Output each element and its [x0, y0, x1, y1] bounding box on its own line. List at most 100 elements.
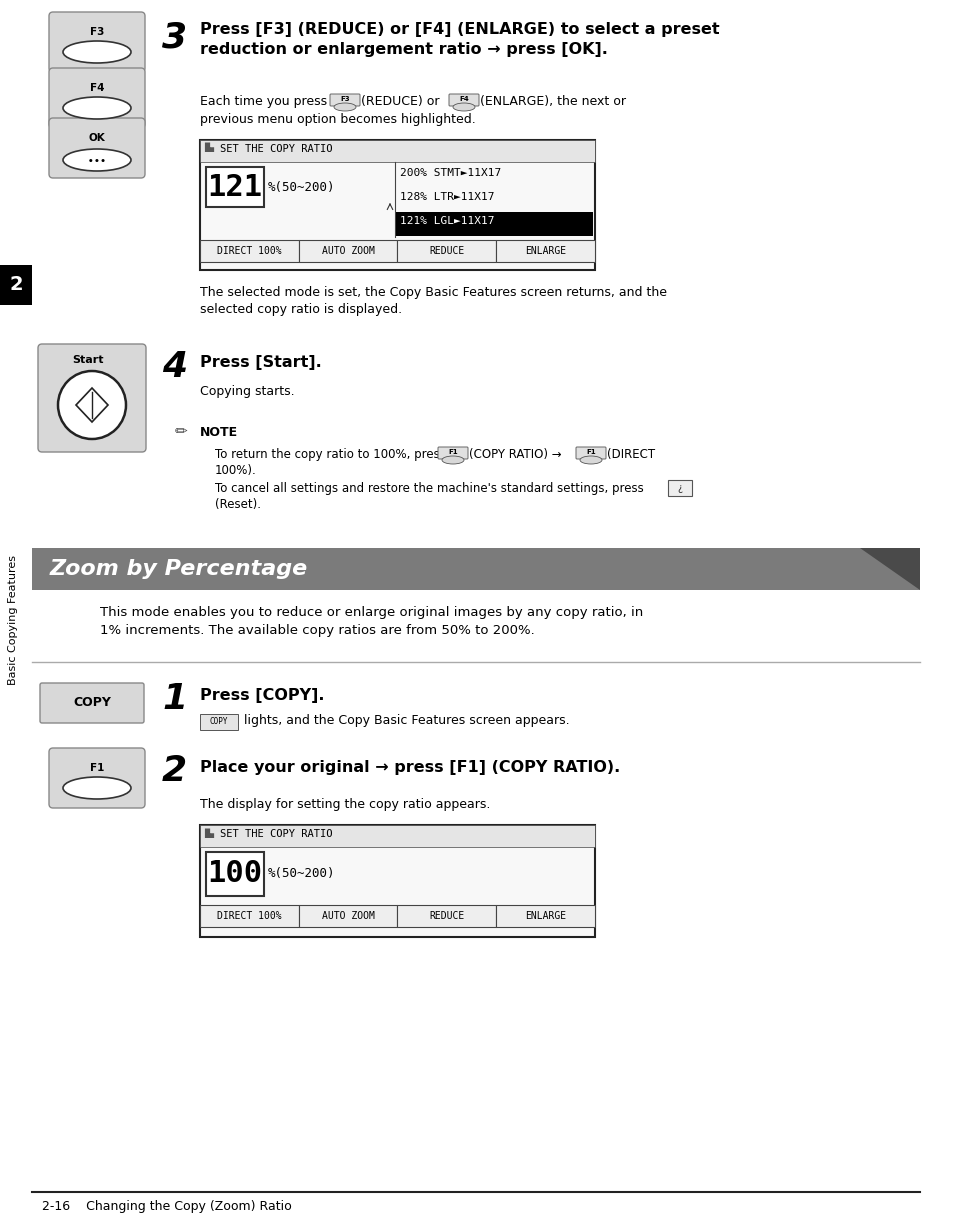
Text: Place your original → press [F1] (COPY RATIO).: Place your original → press [F1] (COPY R… — [200, 760, 619, 775]
Bar — [667, 480, 691, 496]
FancyBboxPatch shape — [49, 748, 145, 809]
Bar — [397, 240, 496, 263]
Text: AUTO ZOOM: AUTO ZOOM — [321, 910, 375, 921]
Bar — [200, 140, 595, 270]
Bar — [397, 906, 496, 928]
Text: F4: F4 — [90, 83, 104, 93]
Text: This mode enables you to reduce or enlarge original images by any copy ratio, in: This mode enables you to reduce or enlar… — [100, 606, 642, 637]
Text: 4: 4 — [162, 350, 187, 384]
Bar — [0, 265, 32, 306]
Text: NOTE: NOTE — [200, 426, 238, 439]
Bar — [395, 212, 593, 236]
FancyBboxPatch shape — [40, 683, 144, 723]
Ellipse shape — [63, 148, 131, 171]
Text: 128% LTR►11X17: 128% LTR►11X17 — [399, 191, 494, 202]
Text: Press [F3] (REDUCE) or [F4] (ENLARGE) to select a preset
reduction or enlargemen: Press [F3] (REDUCE) or [F4] (ENLARGE) to… — [200, 22, 719, 56]
Text: 121% LGL►11X17: 121% LGL►11X17 — [399, 216, 494, 226]
Text: █▄: █▄ — [204, 144, 213, 152]
Text: (COPY RATIO) →: (COPY RATIO) → — [469, 448, 561, 461]
Text: Basic Copying Features: Basic Copying Features — [8, 555, 18, 685]
Ellipse shape — [334, 103, 355, 110]
Text: The display for setting the copy ratio appears.: The display for setting the copy ratio a… — [200, 798, 490, 811]
Text: 121: 121 — [207, 173, 262, 201]
Text: Copying starts.: Copying starts. — [200, 385, 294, 398]
Bar — [200, 140, 595, 162]
Text: COPY: COPY — [73, 697, 111, 709]
FancyBboxPatch shape — [38, 344, 146, 452]
Text: (ENLARGE), the next or: (ENLARGE), the next or — [479, 94, 625, 108]
Text: F1: F1 — [585, 449, 596, 455]
Text: Press [Start].: Press [Start]. — [200, 355, 321, 371]
FancyBboxPatch shape — [576, 447, 605, 459]
Bar — [200, 240, 298, 263]
Text: (REDUCE) or: (REDUCE) or — [360, 94, 439, 108]
Text: DIRECT 100%: DIRECT 100% — [217, 910, 281, 921]
Text: SET THE COPY RATIO: SET THE COPY RATIO — [220, 144, 333, 155]
FancyBboxPatch shape — [49, 67, 145, 128]
Text: AUTO ZOOM: AUTO ZOOM — [321, 245, 375, 256]
FancyBboxPatch shape — [330, 94, 359, 106]
Bar — [298, 240, 397, 263]
Ellipse shape — [441, 456, 463, 464]
Ellipse shape — [453, 103, 475, 110]
FancyBboxPatch shape — [49, 12, 145, 72]
Text: Press [COPY].: Press [COPY]. — [200, 688, 324, 703]
Text: Zoom by Percentage: Zoom by Percentage — [50, 560, 308, 579]
Text: 100%).: 100%). — [214, 464, 256, 477]
Text: █▄: █▄ — [204, 828, 213, 838]
Text: %(50~200): %(50~200) — [268, 867, 335, 881]
Bar — [206, 852, 264, 896]
Text: F4: F4 — [458, 96, 468, 102]
Text: lights, and the Copy Basic Features screen appears.: lights, and the Copy Basic Features scre… — [240, 714, 569, 728]
Text: (DIRECT: (DIRECT — [606, 448, 655, 461]
Circle shape — [58, 371, 126, 439]
Bar — [298, 906, 397, 928]
Text: OK: OK — [89, 133, 105, 144]
Text: 2: 2 — [10, 276, 23, 294]
Text: F1: F1 — [448, 449, 457, 455]
Bar — [496, 240, 595, 263]
Text: 2: 2 — [162, 755, 187, 788]
FancyBboxPatch shape — [449, 94, 478, 106]
Text: COPY: COPY — [210, 718, 228, 726]
Text: DIRECT 100%: DIRECT 100% — [217, 245, 281, 256]
Text: SET THE COPY RATIO: SET THE COPY RATIO — [220, 829, 333, 839]
Bar — [200, 906, 298, 928]
Polygon shape — [859, 548, 919, 590]
Bar — [200, 825, 595, 937]
Text: previous menu option becomes highlighted.: previous menu option becomes highlighted… — [200, 113, 476, 126]
Bar — [496, 906, 595, 928]
Text: %(50~200): %(50~200) — [268, 180, 335, 194]
Ellipse shape — [63, 97, 131, 119]
Text: REDUCE: REDUCE — [429, 245, 464, 256]
Text: ENLARGE: ENLARGE — [524, 910, 565, 921]
Text: 100: 100 — [207, 859, 262, 888]
Text: 200% STMT►11X17: 200% STMT►11X17 — [399, 168, 500, 178]
FancyBboxPatch shape — [49, 118, 145, 178]
Text: Start: Start — [71, 355, 103, 364]
Text: To return the copy ratio to 100%, press: To return the copy ratio to 100%, press — [214, 448, 445, 461]
Text: F3: F3 — [90, 27, 104, 37]
Ellipse shape — [63, 777, 131, 799]
Text: (Reset).: (Reset). — [214, 498, 261, 510]
FancyBboxPatch shape — [437, 447, 468, 459]
Polygon shape — [76, 388, 108, 422]
Text: F3: F3 — [340, 96, 350, 102]
Text: 1: 1 — [162, 682, 187, 717]
Text: ¿: ¿ — [677, 483, 681, 493]
Text: To cancel all settings and restore the machine's standard settings, press: To cancel all settings and restore the m… — [214, 482, 643, 494]
Text: REDUCE: REDUCE — [429, 910, 464, 921]
Text: The selected mode is set, the Copy Basic Features screen returns, and the
select: The selected mode is set, the Copy Basic… — [200, 286, 666, 317]
Bar — [206, 167, 264, 207]
Bar — [200, 714, 237, 730]
Bar — [200, 825, 595, 847]
Text: 3: 3 — [162, 20, 187, 54]
Text: ENLARGE: ENLARGE — [524, 245, 565, 256]
Bar — [32, 548, 919, 590]
Text: Each time you press: Each time you press — [200, 94, 327, 108]
Text: F1: F1 — [90, 763, 104, 773]
Text: ●  ●  ●: ● ● ● — [89, 160, 105, 163]
Text: 2-16    Changing the Copy (Zoom) Ratio: 2-16 Changing the Copy (Zoom) Ratio — [42, 1200, 292, 1214]
Ellipse shape — [579, 456, 601, 464]
Text: ✏: ✏ — [174, 425, 188, 439]
